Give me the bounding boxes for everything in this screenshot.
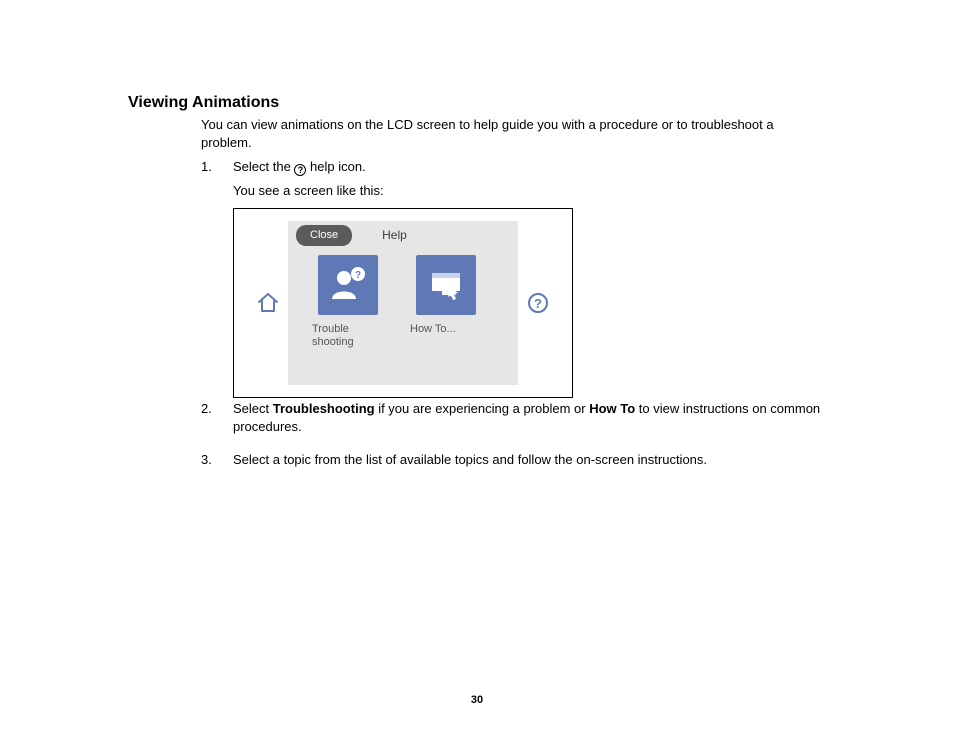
step1-line1-a: Select the	[233, 159, 294, 174]
list-item: 2. Select Troubleshooting if you are exp…	[201, 400, 821, 441]
list-body: Select the ? help icon. You see a screen…	[233, 158, 821, 412]
step2-bold-a: Troubleshooting	[273, 401, 375, 416]
tile-troubleshooting-label: Trouble shooting	[312, 323, 384, 349]
help-icon-slot: ?	[518, 291, 558, 315]
list-item: 3. Select a topic from the list of avail…	[201, 451, 821, 475]
home-icon	[256, 291, 280, 315]
lcd-screen: Close Help	[248, 221, 558, 385]
troubleshoot-icon: ?	[318, 255, 378, 315]
tile-howto-label: How To...	[410, 323, 482, 336]
step2-text-a: Select	[233, 401, 273, 416]
list-body: Select a topic from the list of availabl…	[233, 451, 821, 475]
tile1-label-line2: shooting	[312, 336, 354, 348]
list-number: 1.	[201, 158, 233, 412]
howto-icon	[416, 255, 476, 315]
section-heading: Viewing Animations	[128, 94, 279, 112]
lcd-center-panel: Close Help	[288, 221, 518, 385]
tile-troubleshooting[interactable]: ? Trouble shooting	[312, 255, 384, 349]
help-icon: ?	[294, 164, 306, 176]
page-number: 30	[0, 694, 954, 706]
step2-text-b: if you are experiencing a problem or	[375, 401, 590, 416]
step2-text: Select Troubleshooting if you are experi…	[233, 400, 821, 435]
list-body: Select Troubleshooting if you are experi…	[233, 400, 821, 441]
svg-text:?: ?	[355, 270, 361, 281]
list-number: 3.	[201, 451, 233, 475]
svg-text:?: ?	[534, 296, 542, 311]
intro-paragraph: You can view animations on the LCD scree…	[201, 116, 821, 151]
tile1-label-line1: Trouble	[312, 323, 349, 335]
step3-text: Select a topic from the list of availabl…	[233, 451, 821, 469]
home-icon-slot	[248, 291, 288, 315]
list-number: 2.	[201, 400, 233, 441]
tile-howto[interactable]: How To...	[410, 255, 482, 336]
step1-line2: You see a screen like this:	[233, 182, 821, 200]
step1-line1: Select the ? help icon.	[233, 158, 821, 176]
lcd-tiles: ? Trouble shooting	[288, 251, 518, 385]
help-circle-icon: ?	[526, 291, 550, 315]
steps-2-3-block: 2. Select Troubleshooting if you are exp…	[201, 400, 821, 481]
help-title: Help	[382, 227, 407, 243]
step2-bold-b: How To	[589, 401, 635, 416]
document-page: Viewing Animations You can view animatio…	[0, 0, 954, 738]
step-1-block: 1. Select the ? help icon. You see a scr…	[201, 158, 821, 418]
list-item: 1. Select the ? help icon. You see a scr…	[201, 158, 821, 412]
lcd-screenshot: Close Help	[233, 208, 573, 398]
close-button[interactable]: Close	[296, 225, 352, 246]
step1-line1-b: help icon.	[306, 159, 365, 174]
lcd-top-bar: Close Help	[288, 221, 518, 251]
